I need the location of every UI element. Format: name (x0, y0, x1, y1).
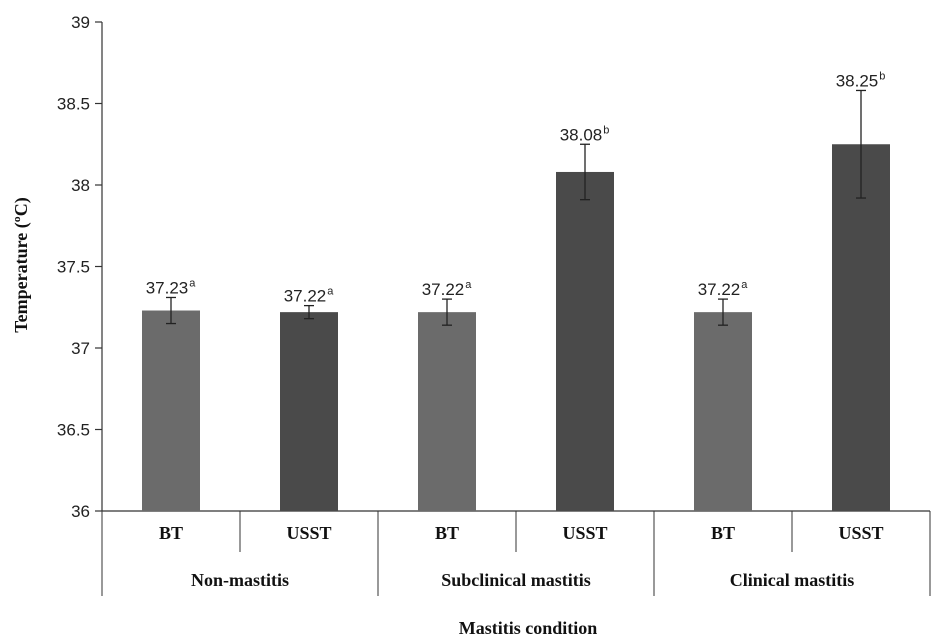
y-tick-label: 39 (71, 13, 90, 32)
y-tick-label: 37 (71, 339, 90, 358)
y-tick-label: 37.5 (57, 258, 90, 277)
y-tick-label: 38 (71, 176, 90, 195)
x-axis-title: Mastitis condition (459, 618, 598, 638)
category-label: BT (159, 523, 183, 543)
category-label: USST (286, 523, 331, 543)
y-axis-title: Temperature (ºC) (11, 197, 32, 332)
data-label-superscript: b (879, 70, 885, 82)
data-label: 38.08 (560, 125, 603, 144)
data-label: 37.22 (284, 287, 327, 306)
bar-usst (556, 171, 614, 511)
category-label: USST (562, 523, 607, 543)
data-label-superscript: b (603, 124, 609, 136)
category-label: BT (435, 523, 459, 543)
data-label-superscript: a (465, 279, 472, 291)
bar-usst (832, 144, 890, 511)
data-label: 37.22 (422, 280, 465, 299)
bar-usst (280, 312, 338, 511)
group-label: Clinical mastitis (730, 570, 855, 590)
group-label: Non-mastitis (191, 570, 289, 590)
data-label-superscript: a (189, 277, 196, 289)
data-label: 37.22 (698, 280, 741, 299)
data-label-superscript: a (327, 286, 334, 298)
data-label: 38.25 (836, 71, 879, 90)
category-label: USST (838, 523, 883, 543)
y-tick-label: 36.5 (57, 421, 90, 440)
y-tick-label: 38.5 (57, 95, 90, 114)
bar-bt (694, 312, 752, 511)
y-tick-label: 36 (71, 502, 90, 521)
bar-bt (418, 312, 476, 511)
group-label: Subclinical mastitis (441, 570, 591, 590)
data-label-superscript: a (741, 279, 748, 291)
category-label: BT (711, 523, 735, 543)
data-label: 37.23 (146, 278, 189, 297)
bar-bt (142, 310, 200, 511)
